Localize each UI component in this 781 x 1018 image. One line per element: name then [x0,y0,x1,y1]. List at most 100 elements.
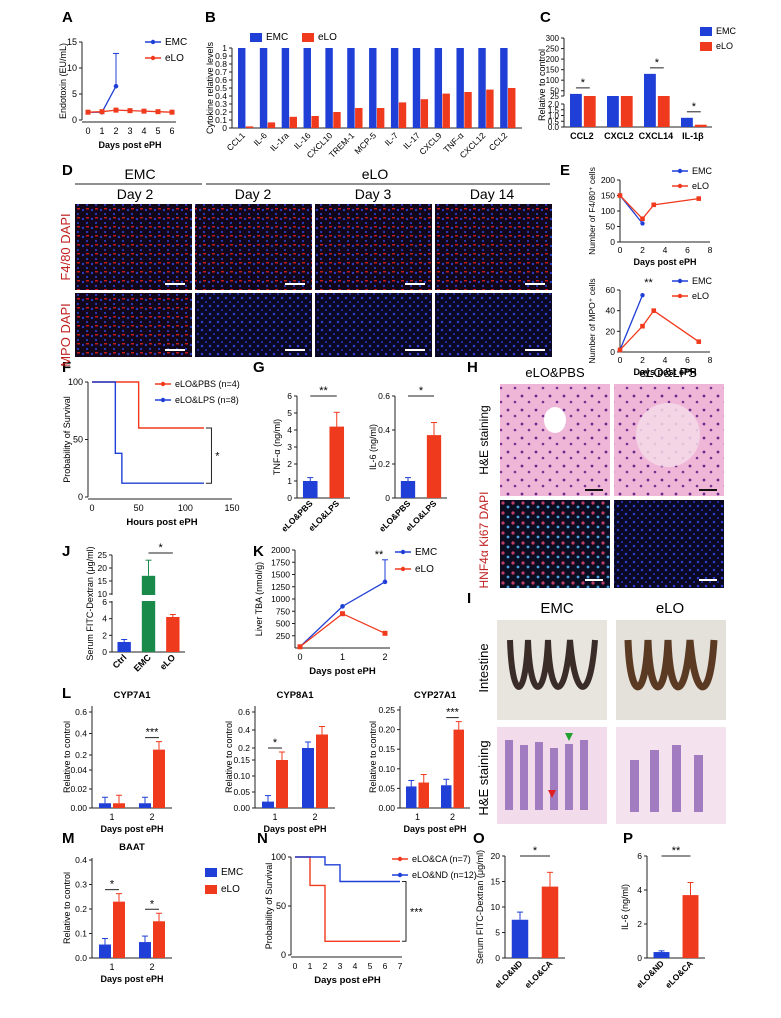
y-axis-title: Serum FITC-Dextran (μg/ml) [475,850,485,964]
bar [453,729,464,808]
y-tick-label: 60 [606,285,616,295]
d-day-label: Day 14 [470,186,515,202]
significance-mark: *** [410,906,424,918]
bar [420,99,429,128]
bar [99,803,111,808]
data-point [696,196,702,201]
x-tick-label: 0 [618,355,623,365]
i-col-label: eLO [656,600,684,617]
d-image-f480-emc-day2 [75,204,192,290]
panel-letter-k: K [253,543,264,560]
d-image-mpo-elo-day3 [315,293,432,357]
significance-mark: * [150,898,155,910]
y-tick-label: 0.7 [215,67,227,77]
x-tick-label: CXCL9 [417,130,444,157]
legend-marker [400,549,406,555]
bar [113,803,125,808]
panel-letter-p: P [623,830,633,847]
y-tick-label: 0.2 [75,904,87,914]
y-tick-label: 3 [287,442,292,452]
bar [644,73,656,127]
y-tick-label: 6 [287,391,292,401]
chart-title: CYP8A1 [277,690,315,701]
panel-letter-d: D [62,162,73,179]
x-tick-label: 100 [178,503,193,513]
y-tick-label: 10 [67,63,77,73]
y-tick-label: 100 [68,377,83,387]
y-tick-label: 0.20 [378,725,395,735]
y-tick-label: 0.05 [378,783,395,793]
y-tick-label: 50 [276,901,286,911]
y-tick-label: 250 [276,631,290,641]
h-col-label: eLO&LPS [639,365,697,380]
y-tick-label: 2 [287,459,292,469]
x-tick-label: 4 [353,961,358,971]
x-tick-label: eLO&CA [523,958,555,990]
legend-marker [400,566,406,572]
y-tick-label: 100 [271,852,286,862]
y-axis-title: IL-6 (ng/ml) [620,884,630,930]
y-tick-label: 0.5 [215,83,227,93]
x-tick-label: 5 [155,126,160,136]
y-tick-label: 0.10 [378,764,395,774]
x-tick-label: 8 [708,355,713,365]
legend-marker [150,39,156,45]
bar [653,952,670,958]
y-tick-label: 0.4 [75,729,87,739]
x-tick-label: 2 [450,812,455,822]
bar [238,48,246,128]
h-lesion [636,403,700,467]
x-tick-label: 0 [293,961,298,971]
y-tick-label: 0 [281,950,286,960]
legend-swatch [250,33,262,42]
y-tick-label: 0.15 [378,744,395,754]
chart-l-cyp8a1: CYP8A1 0.00 0.05 0.10 0.15 0.2 0.4 0.6 Relative … [224,690,335,834]
bar [681,117,693,127]
d-image-f480-elo-day14 [435,204,552,290]
y-tick-label: 150 [601,191,615,201]
bar [369,48,377,128]
d-group-emc: EMC [124,166,155,182]
i-marker-green [565,733,573,741]
legend-swatch [205,885,217,894]
bar [259,48,268,128]
x-tick-label: CCL2 [570,131,594,141]
legend-label: EMC [692,276,713,286]
h-col-label: eLO&PBS [525,365,585,380]
legend-label: eLO [165,53,184,64]
significance-mark: * [215,451,220,463]
y-tick-label: 0.10 [233,771,250,781]
significance-mark: *** [146,727,160,739]
y-tick-label: 15 [67,37,77,47]
survival-curve [295,856,400,883]
y-tick-label: 10 [491,902,501,912]
y-tick-label: 40 [606,306,616,316]
y-tick-label: 0 [637,953,642,963]
x-tick-label: 2 [323,961,328,971]
x-tick-label: 2 [640,245,645,255]
y-tick-label: 15 [98,576,108,586]
chart-k-tba: 250 500 750 1000 1250 1500 1750 2000 0 1 2 Liver TB… [254,545,437,677]
chart-title: BAAT [119,842,145,853]
significance-mark: * [581,77,586,89]
bar [682,895,699,958]
d-day-label: Day 2 [235,186,272,202]
y-tick-label: 5 [495,928,500,938]
bar [620,96,633,127]
x-axis-title: Days post ePH [633,257,696,267]
legend-label: eLO [692,291,709,301]
y-tick-label: 0 [78,492,83,502]
d-image-mpo-emc-day2 [75,293,192,357]
y-tick-label: 6 [637,851,642,861]
y-tick-label: 0 [72,115,77,125]
d-scale-bars [165,283,545,351]
y-tick-label: 0.2 [215,107,227,117]
d-group-elo: eLO [362,166,389,182]
data-point [696,339,702,344]
y-axis-title: Endotoxin (EU/mL) [58,43,68,119]
y-tick-label: 0.0 [548,123,560,132]
legend-label: EMC [221,867,243,878]
